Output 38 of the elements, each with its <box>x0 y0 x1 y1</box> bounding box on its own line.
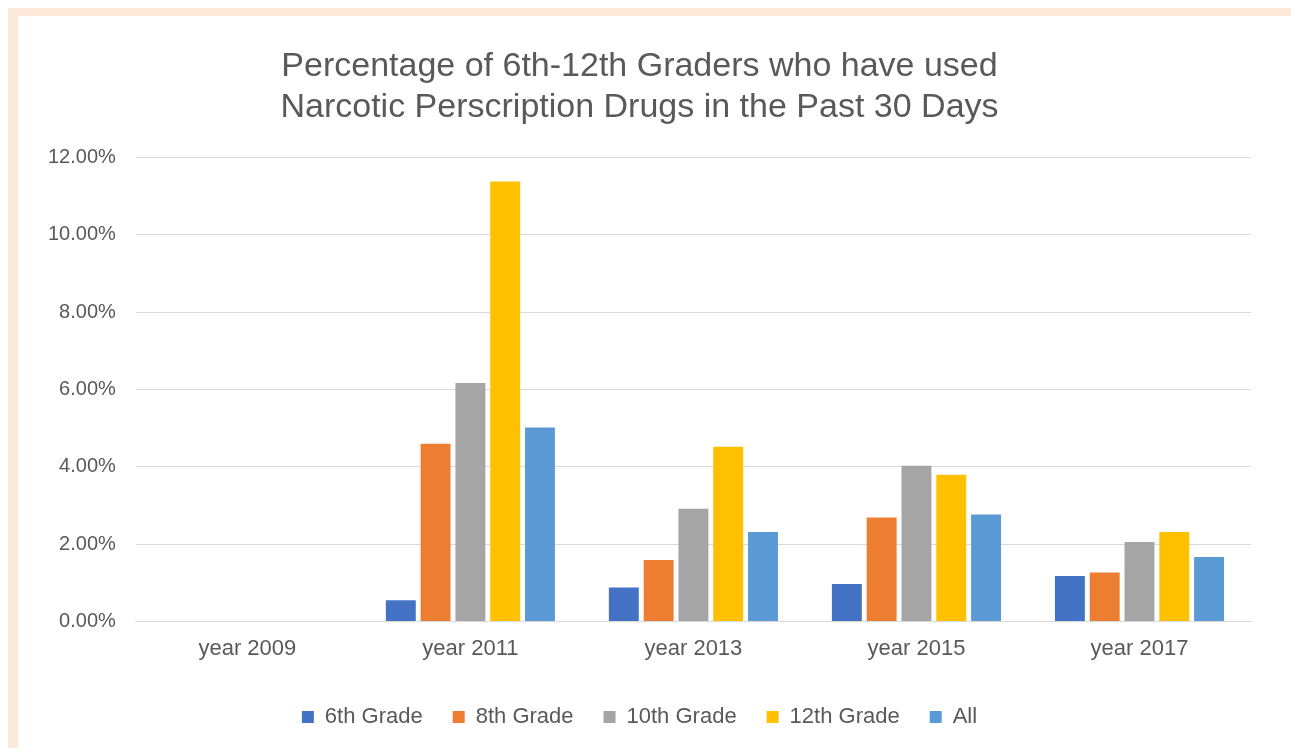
bar <box>936 474 967 622</box>
legend-label: 10th Grade <box>626 703 737 729</box>
bar <box>1124 541 1155 622</box>
bar <box>713 446 744 622</box>
legend-label: All <box>952 703 978 729</box>
y-tick-label: 2.00% <box>59 531 117 554</box>
bar <box>525 427 555 622</box>
y-tick-label: 8.00% <box>59 299 117 322</box>
bar <box>831 584 862 622</box>
bar <box>1054 575 1085 622</box>
y-tick-label: 4.00% <box>59 454 117 477</box>
x-tick-label: year 2017 <box>1090 634 1189 660</box>
bar <box>748 531 778 622</box>
bar <box>678 508 709 622</box>
y-tick-label: 0.00% <box>59 609 117 632</box>
legend-label: 8th Grade <box>475 703 574 729</box>
bar <box>385 600 416 622</box>
x-tick-label: year 2009 <box>198 634 297 660</box>
bar <box>971 514 1001 622</box>
bar <box>420 443 451 622</box>
legend-label: 6th Grade <box>324 703 423 729</box>
bar <box>1194 557 1225 622</box>
x-tick-label: year 2011 <box>422 634 519 660</box>
bar <box>866 517 897 622</box>
y-tick-label: 10.00% <box>47 222 117 245</box>
bar <box>490 181 521 622</box>
y-tick-label: 6.00% <box>59 377 117 400</box>
bar <box>1159 531 1190 622</box>
y-tick-label: 12.00% <box>47 145 117 168</box>
bar <box>901 465 932 622</box>
bar <box>608 587 639 622</box>
bar <box>455 383 486 622</box>
x-tick-label: year 2015 <box>867 634 966 660</box>
bar <box>1089 572 1120 622</box>
legend-label: 12th Grade <box>789 703 900 729</box>
chart-title: Percentage of 6th-12th Graders who have used Narcotic Perscription Drugs in the Past 30 Days <box>280 44 999 124</box>
bar <box>643 560 674 622</box>
x-tick-label: year 2013 <box>644 634 743 660</box>
